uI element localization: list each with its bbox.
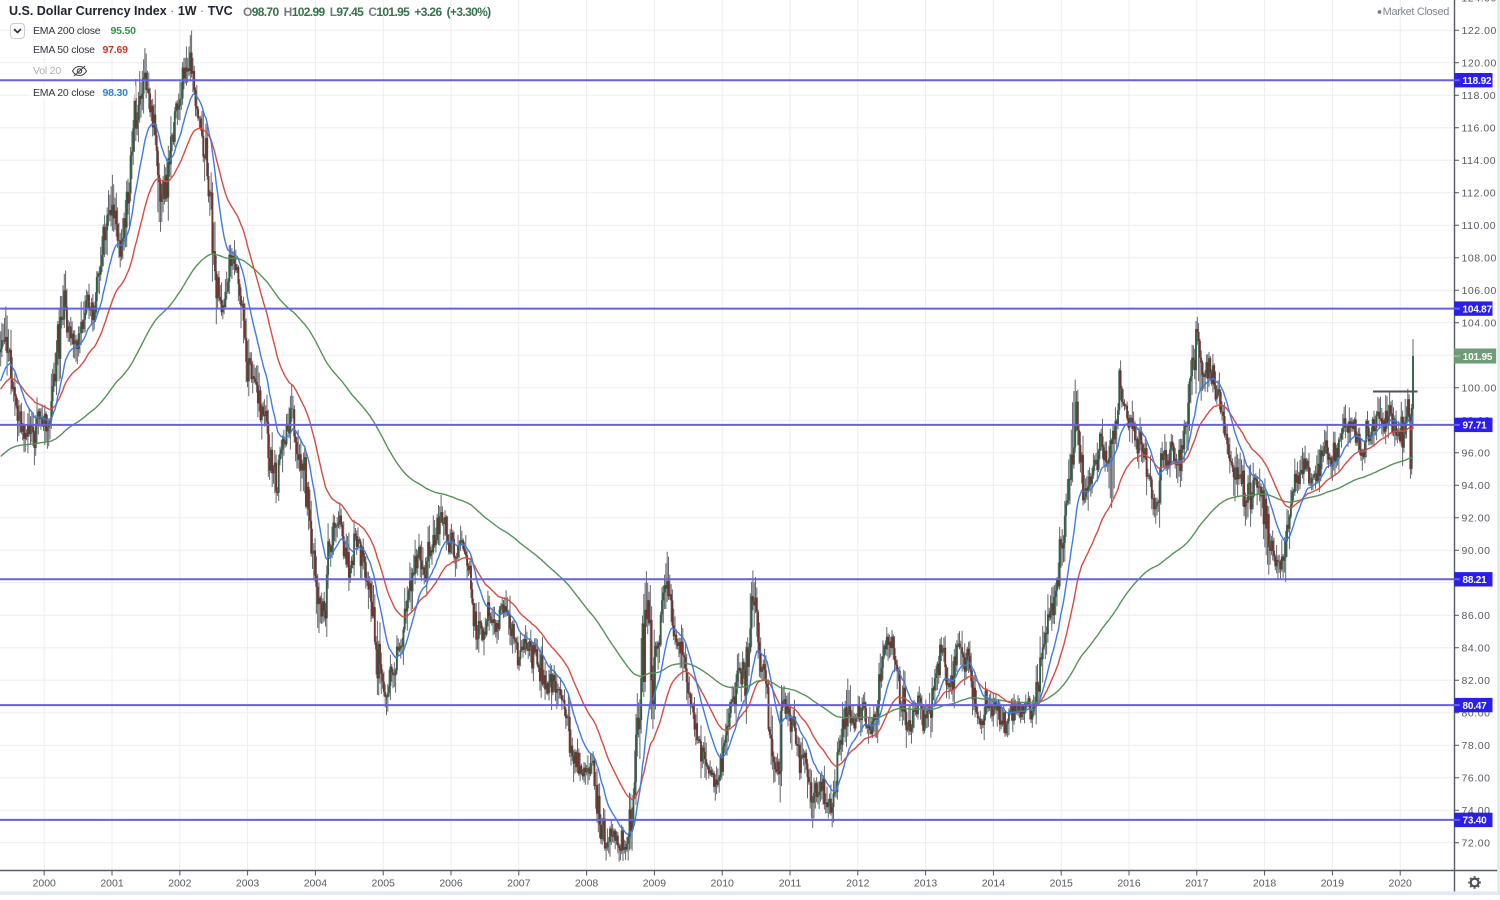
svg-text:124.00: 124.00 <box>1462 0 1497 4</box>
svg-text:2018: 2018 <box>1253 878 1277 890</box>
svg-text:2010: 2010 <box>711 878 735 890</box>
svg-text:2019: 2019 <box>1321 878 1345 890</box>
svg-text:Market Closed: Market Closed <box>1383 6 1450 18</box>
svg-text:94.00: 94.00 <box>1462 480 1491 492</box>
svg-text:2013: 2013 <box>914 878 938 890</box>
svg-text:122.00: 122.00 <box>1462 25 1497 37</box>
svg-text:84.00: 84.00 <box>1462 642 1491 654</box>
svg-text:78.00: 78.00 <box>1462 740 1491 752</box>
svg-text:90.00: 90.00 <box>1462 545 1491 557</box>
svg-text:2004: 2004 <box>304 878 328 890</box>
svg-text:116.00: 116.00 <box>1462 122 1497 134</box>
svg-text:86.00: 86.00 <box>1462 610 1491 622</box>
svg-text:100.00: 100.00 <box>1462 382 1497 394</box>
svg-text:108.00: 108.00 <box>1462 252 1497 264</box>
svg-text:92.00: 92.00 <box>1462 512 1491 524</box>
svg-text:120.00: 120.00 <box>1462 57 1497 69</box>
svg-text:2001: 2001 <box>100 878 124 890</box>
svg-text:2002: 2002 <box>168 878 192 890</box>
svg-text:2007: 2007 <box>507 878 531 890</box>
svg-text:96.00: 96.00 <box>1462 447 1491 459</box>
svg-text:106.00: 106.00 <box>1462 285 1497 297</box>
svg-text:118.00: 118.00 <box>1462 90 1497 102</box>
svg-text:2015: 2015 <box>1050 878 1074 890</box>
svg-text:2017: 2017 <box>1185 878 1209 890</box>
svg-text:2000: 2000 <box>33 878 57 890</box>
svg-text:88.21: 88.21 <box>1463 575 1488 586</box>
svg-text:2005: 2005 <box>372 878 396 890</box>
svg-text:97.71: 97.71 <box>1463 421 1488 432</box>
svg-text:112.00: 112.00 <box>1462 187 1497 199</box>
svg-text:2011: 2011 <box>779 878 802 890</box>
svg-text:2003: 2003 <box>236 878 260 890</box>
svg-text:76.00: 76.00 <box>1462 772 1491 784</box>
svg-text:110.00: 110.00 <box>1462 220 1497 232</box>
svg-text:2016: 2016 <box>1117 878 1141 890</box>
svg-text:2014: 2014 <box>982 878 1006 890</box>
svg-text:104.87: 104.87 <box>1463 304 1493 315</box>
svg-text:104.00: 104.00 <box>1462 317 1497 329</box>
svg-text:80.47: 80.47 <box>1463 701 1488 712</box>
svg-text:114.00: 114.00 <box>1462 155 1497 167</box>
svg-text:2012: 2012 <box>846 878 870 890</box>
svg-text:118.92: 118.92 <box>1463 76 1492 87</box>
svg-text:2020: 2020 <box>1389 878 1413 890</box>
svg-text:2009: 2009 <box>643 878 667 890</box>
svg-text:2006: 2006 <box>439 878 463 890</box>
svg-text:73.40: 73.40 <box>1463 816 1488 827</box>
svg-text:72.00: 72.00 <box>1462 837 1491 849</box>
svg-text:82.00: 82.00 <box>1462 675 1491 687</box>
svg-text:101.95: 101.95 <box>1463 352 1493 363</box>
svg-text:2008: 2008 <box>575 878 599 890</box>
